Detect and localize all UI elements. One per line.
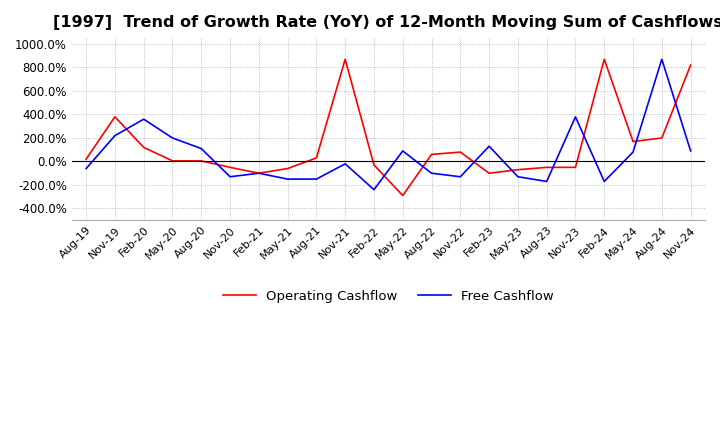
Free Cashflow [513, 174, 522, 180]
Operating Cashflow [513, 167, 522, 172]
Free Cashflow [629, 150, 637, 155]
Operating Cashflow [542, 165, 551, 170]
Free Cashflow [312, 176, 320, 182]
Free Cashflow [657, 57, 666, 62]
Operating Cashflow [657, 136, 666, 141]
Free Cashflow [686, 148, 695, 154]
Free Cashflow [542, 179, 551, 184]
Free Cashflow [168, 136, 177, 141]
Operating Cashflow [485, 171, 493, 176]
Free Cashflow [254, 171, 263, 176]
Operating Cashflow [456, 150, 464, 155]
Operating Cashflow [168, 158, 177, 164]
Operating Cashflow [600, 57, 608, 62]
Free Cashflow [197, 146, 206, 151]
Free Cashflow [600, 179, 608, 184]
Free Cashflow [82, 166, 91, 171]
Free Cashflow [571, 114, 580, 120]
Free Cashflow [226, 174, 235, 180]
Free Cashflow [398, 148, 407, 154]
Operating Cashflow [369, 162, 378, 168]
Free Cashflow [111, 133, 120, 138]
Operating Cashflow [686, 62, 695, 68]
Operating Cashflow [427, 152, 436, 157]
Free Cashflow [427, 171, 436, 176]
Legend: Operating Cashflow, Free Cashflow: Operating Cashflow, Free Cashflow [217, 285, 559, 308]
Operating Cashflow [629, 139, 637, 144]
Operating Cashflow [111, 114, 120, 120]
Operating Cashflow [571, 165, 580, 170]
Operating Cashflow [197, 158, 206, 164]
Operating Cashflow [254, 171, 263, 176]
Free Cashflow [283, 176, 292, 182]
Free Cashflow [341, 161, 349, 166]
Title: [1997]  Trend of Growth Rate (YoY) of 12-Month Moving Sum of Cashflows: [1997] Trend of Growth Rate (YoY) of 12-… [53, 15, 720, 30]
Operating Cashflow [398, 193, 407, 198]
Operating Cashflow [226, 165, 235, 170]
Operating Cashflow [82, 157, 91, 162]
Free Cashflow [456, 174, 464, 180]
Free Cashflow [369, 187, 378, 192]
Free Cashflow [485, 143, 493, 149]
Operating Cashflow [140, 145, 148, 150]
Operating Cashflow [341, 57, 349, 62]
Line: Operating Cashflow: Operating Cashflow [86, 59, 690, 195]
Operating Cashflow [312, 155, 320, 161]
Line: Free Cashflow: Free Cashflow [86, 59, 690, 190]
Free Cashflow [140, 117, 148, 122]
Operating Cashflow [283, 166, 292, 171]
